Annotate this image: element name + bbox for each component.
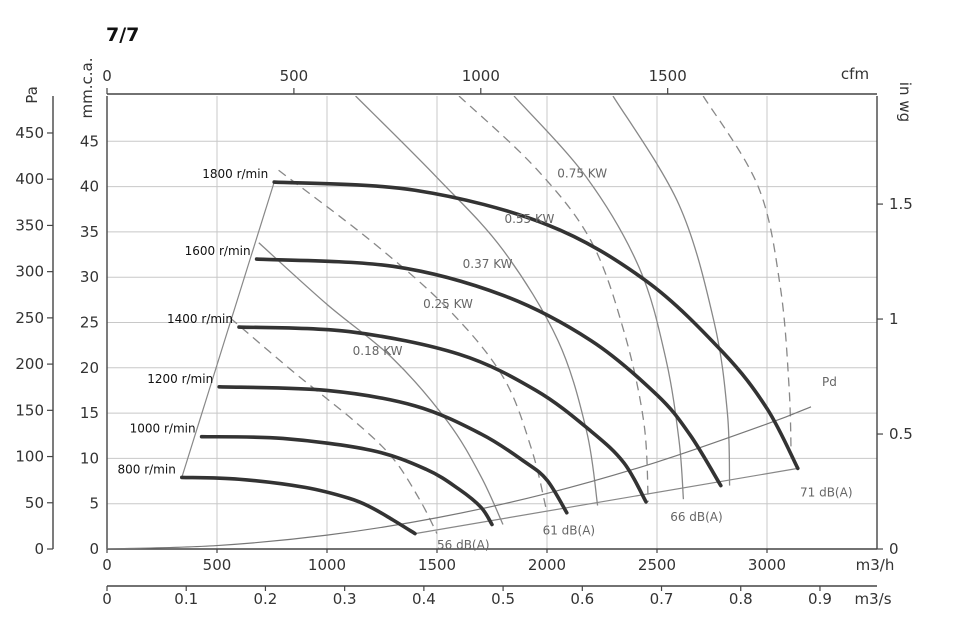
speed-curve [199,434,494,527]
power-curve [702,96,792,459]
speed-curve-label: 1200 r/min [147,372,213,386]
mmca-tick-label: 0 [89,540,99,558]
m3h-tick-label: 3000 [748,556,786,574]
power-curve-label: 0.18 KW [353,344,403,358]
m3h-tick-label: 1000 [308,556,346,574]
m3s-unit-label: m3/s [854,590,891,608]
mmca-tick-label: 45 [80,132,99,150]
inwg-tick-label: 1.5 [889,195,913,213]
m3s-tick-label: 0.5 [491,590,515,608]
power-curve [355,96,599,506]
speed-curve [217,385,569,515]
pa-tick-label: 50 [25,494,44,512]
speed-curve-label: 800 r/min [117,462,175,476]
power-curve [458,96,649,502]
mmca-tick-label: 25 [80,314,99,332]
power-curve-label: 0.25 KW [423,297,473,311]
pd-curve [107,406,812,549]
cfm-tick-label: 500 [280,67,309,85]
m3s-tick-label: 0.4 [412,590,436,608]
mmca-tick-label: 40 [80,178,99,196]
noise-label: 71 dB(A) [800,486,853,500]
pa-tick-label: 400 [15,170,44,188]
cfm-tick-label: 1000 [462,67,500,85]
m3s-tick-label: 0.8 [729,590,753,608]
m3h-unit-label: m3/h [856,556,895,574]
speed-curve-label: 1800 r/min [202,167,268,181]
speed-curve-label: 1000 r/min [130,422,196,436]
inwg-tick-label: 0 [889,540,899,558]
m3s-tick-label: 0.7 [650,590,674,608]
cfm-unit-label: cfm [841,65,869,83]
mmca-tick-label: 35 [80,223,99,241]
pa-tick-label: 200 [15,355,44,373]
power-curve-label: 0.37 KW [463,257,513,271]
speed-curve [180,475,417,536]
m3s-tick-label: 0.9 [808,590,832,608]
inwg-unit-label: in wg [896,82,914,122]
mmca-tick-label: 10 [80,449,99,467]
mmca-tick-label: 15 [80,404,99,422]
speed-curve [237,325,648,504]
m3s-tick-label: 0.6 [570,590,594,608]
speed-limit-line [181,181,275,478]
noise-label: 56 dB(A) [437,538,490,552]
pa-unit-label: Pa [23,86,41,104]
pd-curve-label: Pd [822,375,837,389]
m3s-tick-label: 0.1 [174,590,198,608]
chart-title: 7/7 [106,24,140,46]
power-curve [612,96,731,486]
m3h-tick-label: 1500 [418,556,456,574]
speed-curve [272,180,800,471]
speed-curve-label: 1400 r/min [167,312,233,326]
m3s-tick-label: 0.2 [254,590,278,608]
mmca-tick-label: 5 [89,495,99,513]
pa-tick-label: 450 [15,124,44,142]
power-curve [258,242,504,525]
m3h-tick-label: 500 [203,556,232,574]
m3s-tick-label: 0 [102,590,112,608]
cfm-tick-label: 0 [102,67,112,85]
pa-tick-label: 350 [15,216,44,234]
power-curve [513,96,685,500]
mmca-tick-label: 30 [80,268,99,286]
m3h-tick-label: 2000 [528,556,566,574]
pa-tick-label: 300 [15,263,44,281]
pa-tick-label: 150 [15,401,44,419]
pa-tick-label: 250 [15,309,44,327]
pa-tick-label: 100 [15,448,44,466]
noise-label: 61 dB(A) [543,524,596,538]
inwg-tick-label: 0.5 [889,425,913,443]
noise-line [414,467,798,535]
mmca-tick-label: 20 [80,359,99,377]
speed-curve-label: 1600 r/min [185,244,251,258]
m3s-tick-label: 0.3 [333,590,357,608]
power-curve [278,169,548,513]
noise-label: 66 dB(A) [670,510,723,524]
mmca-unit-label: mm.c.a. [78,58,96,119]
power-curve-label: 0.55 KW [504,212,554,226]
power-curve [229,317,438,534]
m3h-tick-label: 0 [102,556,112,574]
pa-tick-label: 0 [34,540,44,558]
cfm-tick-label: 1500 [649,67,687,85]
m3h-tick-label: 2500 [638,556,676,574]
curves-group [107,96,812,549]
power-curve-label: 0.75 KW [557,167,607,181]
speed-curve [254,257,723,488]
inwg-tick-label: 1 [889,310,899,328]
